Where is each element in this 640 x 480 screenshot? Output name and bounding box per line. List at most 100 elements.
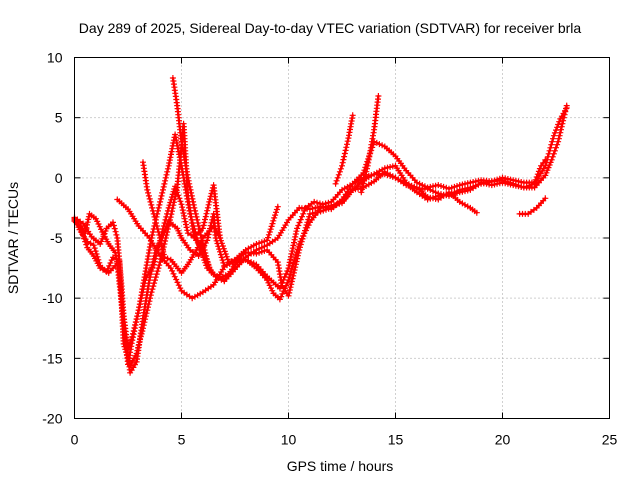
data-point (155, 207, 161, 214)
data-point (424, 196, 431, 203)
data-point (219, 257, 226, 264)
data-point (297, 216, 304, 223)
data-point (531, 179, 538, 186)
data-point (218, 240, 225, 247)
data-point (179, 204, 186, 211)
data-point (202, 250, 209, 256)
data-point (218, 275, 225, 282)
data-point (192, 210, 199, 217)
data-point (440, 183, 447, 190)
y-tick-label: 10 (47, 50, 63, 66)
data-point (359, 186, 365, 193)
data-point (267, 226, 274, 233)
data-point (197, 232, 204, 238)
data-point (555, 121, 562, 128)
data-point (305, 216, 312, 223)
data-point (299, 235, 306, 242)
y-tick-label: 5 (55, 110, 63, 126)
data-point (299, 213, 305, 220)
data-point (193, 213, 200, 220)
data-point (144, 186, 151, 193)
data-point (200, 244, 207, 250)
data-point (448, 184, 455, 191)
data-point (554, 141, 561, 148)
data-point (195, 223, 202, 229)
data-point (341, 153, 348, 160)
data-point (154, 226, 161, 232)
data-point (205, 201, 212, 208)
data-point (245, 257, 252, 264)
data-point (169, 191, 176, 198)
data-point (150, 261, 157, 268)
data-point (349, 112, 356, 119)
data-point (265, 234, 271, 241)
data-point (360, 180, 367, 187)
data-point (427, 186, 434, 193)
data-series (169, 75, 241, 284)
data-point (364, 165, 370, 172)
data-point (166, 202, 173, 209)
data-point (223, 253, 230, 260)
data-point (135, 310, 141, 317)
data-point (125, 344, 132, 351)
data-point (287, 253, 294, 260)
x-tick-label: 25 (602, 432, 618, 448)
data-point (159, 189, 166, 196)
x-tick-label: 5 (178, 432, 186, 448)
data-point (284, 268, 291, 274)
data-point (551, 129, 558, 136)
data-series (140, 159, 223, 276)
data-point (111, 225, 118, 232)
data-point (557, 129, 564, 136)
data-point (295, 222, 302, 229)
data-point (556, 132, 563, 139)
data-point (107, 260, 114, 266)
data-point (224, 256, 231, 263)
data-point (496, 175, 503, 182)
data-point (199, 238, 206, 244)
data-point (544, 153, 551, 160)
data-point (424, 185, 431, 192)
data-point (217, 235, 223, 241)
data-point (146, 195, 153, 202)
data-point (341, 150, 348, 157)
data-point (302, 224, 309, 231)
data-point (160, 186, 166, 193)
data-point (563, 105, 570, 111)
data-point (180, 210, 187, 216)
data-point (297, 241, 304, 248)
data-point (298, 238, 305, 245)
data-point (140, 283, 147, 290)
data-point (136, 304, 143, 311)
data-point (164, 168, 171, 175)
data-point (162, 177, 169, 184)
data-point (337, 165, 344, 172)
data-point (325, 199, 332, 206)
data-point (162, 174, 169, 181)
data-point (339, 162, 345, 169)
data-point (558, 123, 565, 130)
data-point (274, 203, 281, 210)
data-point (183, 224, 190, 231)
data-series (358, 93, 382, 196)
data-point (194, 216, 201, 223)
data-point (234, 259, 241, 266)
data-point (155, 229, 162, 235)
data-point (285, 292, 292, 299)
data-point (145, 192, 152, 199)
plot-frame (74, 57, 610, 419)
data-point (110, 219, 116, 226)
data-point (446, 191, 452, 198)
data-point (92, 248, 99, 255)
data-point (361, 177, 368, 184)
data-point (130, 330, 136, 337)
data-point (188, 189, 195, 196)
data-point (535, 168, 542, 175)
data-point (164, 165, 171, 172)
data-point (198, 235, 205, 241)
data-point (155, 204, 162, 211)
data-point (127, 339, 134, 345)
data-point (542, 156, 549, 163)
data-series (71, 105, 570, 369)
data-point (161, 220, 168, 226)
